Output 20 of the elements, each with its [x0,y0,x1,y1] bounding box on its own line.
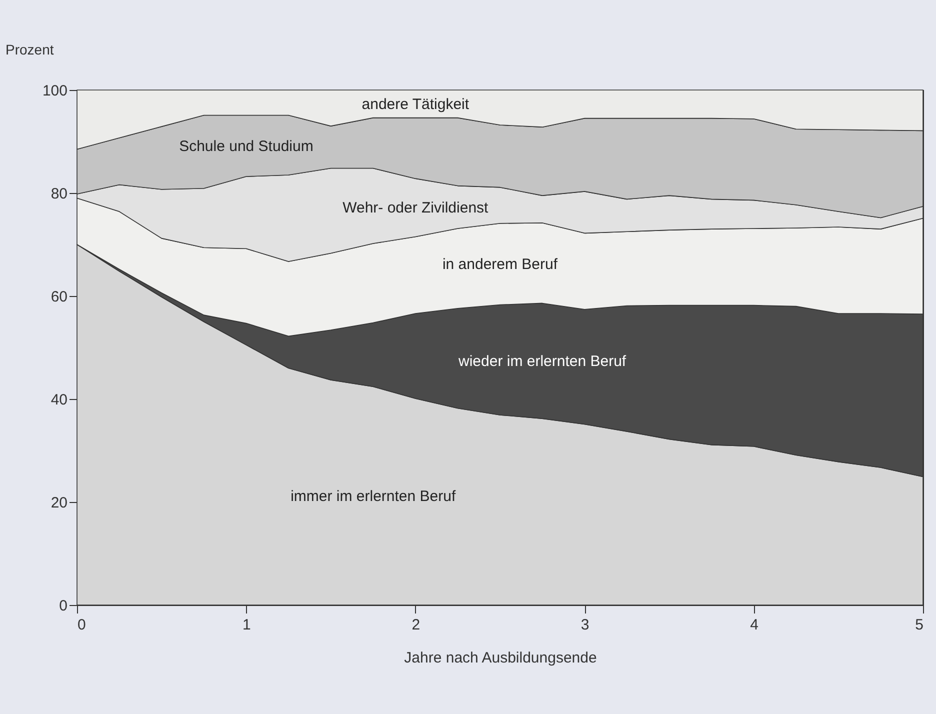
x-tick-label: 5 [915,616,924,634]
y-tick-label: 20 [50,494,68,512]
y-tick-label: 40 [50,392,68,408]
series-label: Schule und Studium [179,138,314,155]
series-label: andere Tätigkeit [362,96,470,113]
x-tick-label: 4 [750,616,758,634]
series-label: immer im erlernten Beruf [290,488,456,505]
x-tick-label: 1 [242,616,251,634]
series-label: wieder im erlernten Beruf [458,352,627,370]
series-label: Wehr- oder Zivildienst [342,200,490,217]
x-tick-label: 0 [78,616,86,634]
y-tick-label: 100 [42,82,68,100]
x-tick-label: 2 [412,616,420,634]
y-tick-label: 80 [50,186,68,202]
x-axis-title: Jahre nach Ausbildungsende [404,650,597,666]
series-label: in anderem Beruf [442,256,558,274]
x-tick-label: 3 [580,616,590,634]
y-tick-label: 60 [50,288,68,306]
y-tick-label: 0 [59,598,68,614]
y-axis-title: Prozent [6,42,54,58]
